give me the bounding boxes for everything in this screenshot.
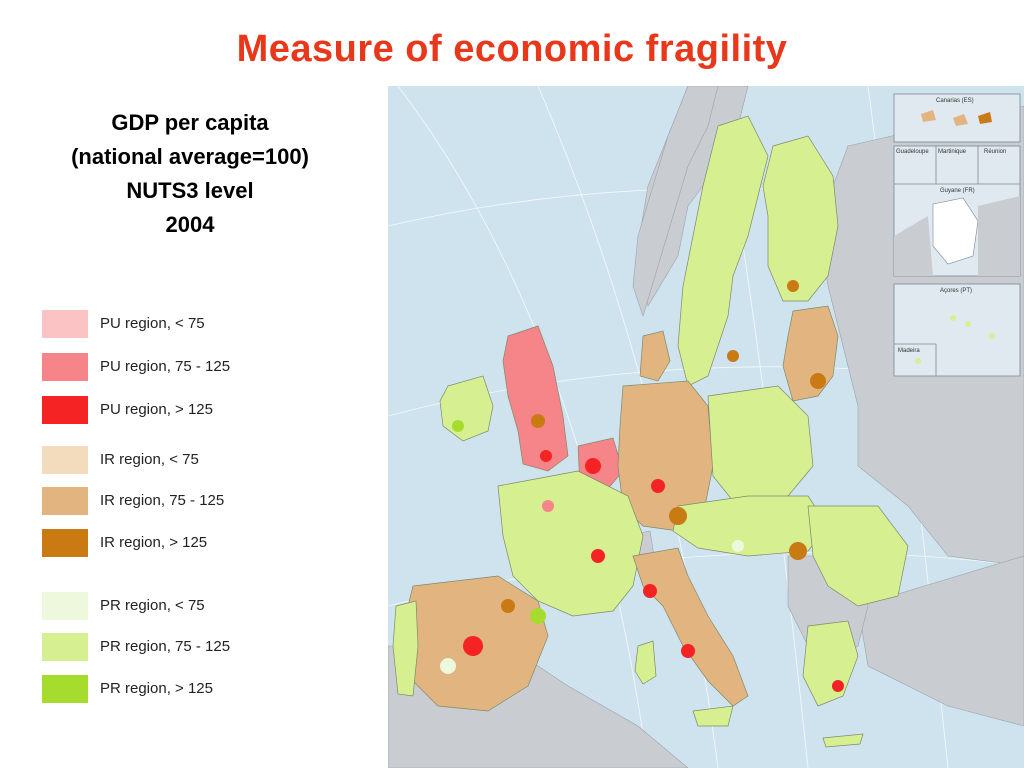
legend-item-pu-mid: PU region, 75 - 125 [42, 353, 362, 383]
map-subtitle: GDP per capita (national average=100) NU… [20, 106, 360, 242]
subtitle-line-1: GDP per capita [111, 110, 269, 135]
legend-item-pr-low: PR region, < 75 [42, 592, 362, 622]
legend-swatch [42, 529, 88, 557]
legend-item-ir-mid: IR region, 75 - 125 [42, 487, 362, 517]
inset-label-canarias: Canarias (ES) [936, 98, 974, 104]
europe-nuts3-map: Canarias (ES) Guadeloupe Martinique Réun… [388, 86, 1024, 768]
region-sardinia [634, 640, 657, 685]
inset-labels: Canarias (ES) Guadeloupe Martinique Réun… [896, 98, 1006, 354]
inset-label-reunion: Réunion [984, 149, 1006, 155]
subtitle-line-4: 2004 [165, 212, 215, 237]
legend-item-pu-high: PU region, > 125 [42, 396, 362, 426]
subtitle-line-2: (national average=100) [71, 144, 309, 169]
legend-item-pr-high: PR region, > 125 [42, 675, 362, 705]
legend-label: PR region, 75 - 125 [100, 638, 231, 655]
legend-swatch [42, 675, 88, 703]
inset-label-guyane: Guyane (FR) [940, 188, 975, 194]
region-italy [632, 547, 749, 707]
legend-swatch [42, 396, 88, 424]
legend-item-pu-low: PU region, < 75 [42, 310, 362, 340]
region-romania-bulgaria [807, 505, 909, 607]
legend-swatch [42, 633, 88, 661]
region-france [497, 470, 644, 617]
region-portugal [392, 600, 419, 697]
legend-swatch [42, 310, 88, 338]
region-sweden [677, 115, 769, 387]
region-central [672, 495, 829, 557]
region-crete [822, 733, 864, 748]
legend-swatch [42, 353, 88, 381]
region-poland [707, 385, 814, 502]
eu-regions [392, 115, 909, 748]
legend-label: IR region, < 75 [100, 451, 199, 468]
norway [632, 86, 719, 317]
legend-item-ir-high: IR region, > 125 [42, 529, 362, 559]
region-uk [502, 325, 569, 472]
inset-label-madeira: Madeira [898, 348, 920, 354]
legend-label: PR region, < 75 [100, 597, 205, 614]
legend-item-ir-low: IR region, < 75 [42, 446, 362, 476]
inset-acores [893, 283, 1021, 377]
legend-swatch [42, 487, 88, 515]
region-greece [802, 620, 859, 707]
region-finland [762, 135, 839, 302]
legend-label: PR region, > 125 [100, 680, 213, 697]
inset-panels [893, 93, 1021, 377]
legend-label: PU region, 75 - 125 [100, 358, 231, 375]
region-denmark [639, 330, 671, 382]
map-svg: Canarias (ES) Guadeloupe Martinique Réun… [388, 86, 1024, 768]
inset-label-guadeloupe: Guadeloupe [896, 149, 929, 155]
legend-swatch [42, 446, 88, 474]
inset-label-martinique: Martinique [938, 149, 967, 155]
legend-label: IR region, > 125 [100, 534, 208, 551]
subtitle-line-3: NUTS3 level [126, 178, 254, 203]
legend-label: IR region, 75 - 125 [100, 492, 225, 509]
legend-label: PU region, > 125 [100, 401, 213, 418]
inset-label-acores: Açores (PT) [940, 288, 972, 294]
region-sicily [692, 705, 734, 727]
legend-swatch [42, 592, 88, 620]
legend-item-pr-mid: PR region, 75 - 125 [42, 633, 362, 663]
highlight-regions [440, 280, 844, 692]
legend-label: PU region, < 75 [100, 315, 205, 332]
page-title: Measure of economic fragility [236, 28, 788, 70]
